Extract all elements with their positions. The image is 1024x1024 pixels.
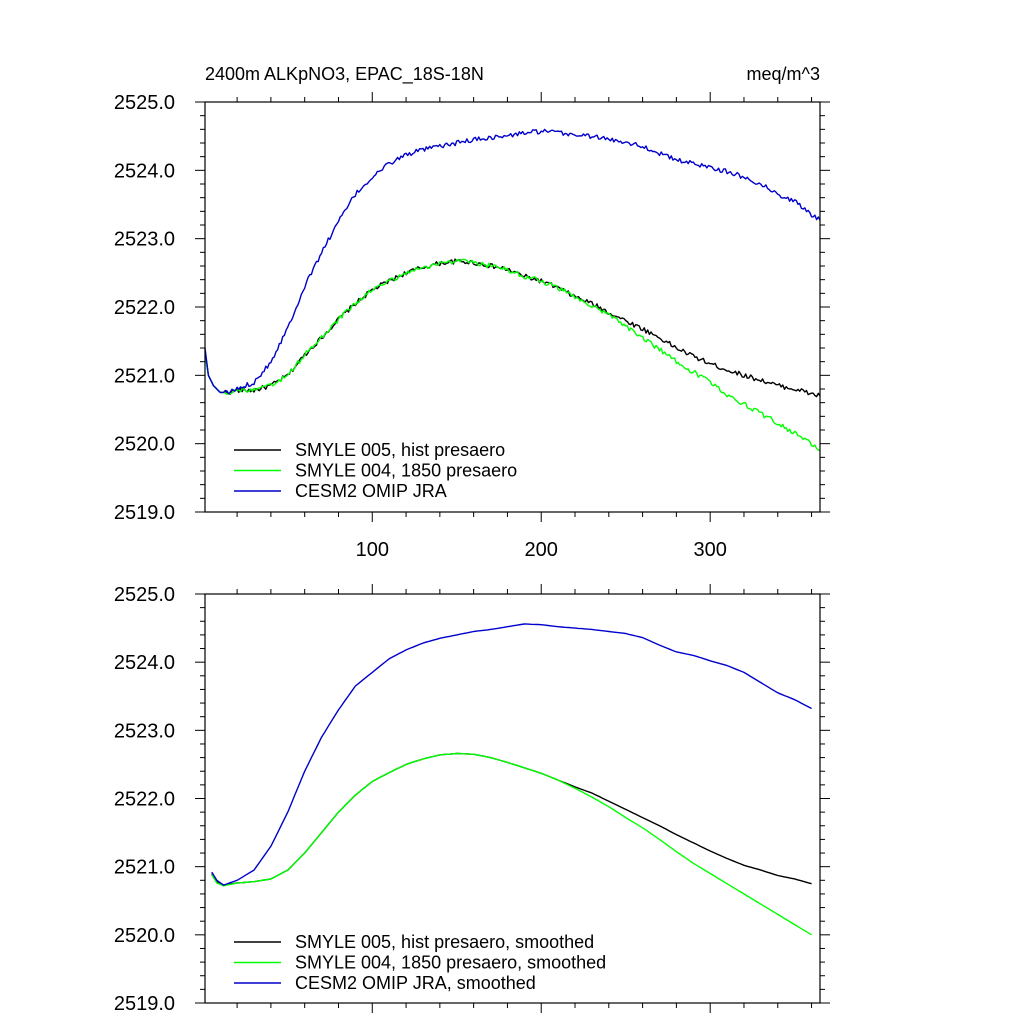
y-tick-label: 2524.0 (114, 160, 175, 182)
y-tick-label: 2522.0 (114, 789, 175, 811)
legend-label-1: SMYLE 005, hist presaero (295, 440, 505, 460)
y-tick-label: 2525.0 (114, 584, 175, 606)
x-tick-label: 200 (525, 539, 558, 561)
y-tick-label: 2520.0 (114, 925, 175, 947)
y-tick-label: 2519.0 (114, 993, 175, 1015)
y-tick-label: 2525.0 (114, 92, 175, 114)
y-tick-label: 2521.0 (114, 365, 175, 387)
bottom-plot-panel: 2519.0 2520.0 2521.0 2522.0 2523.0 2524.0 2525… (114, 584, 830, 1015)
series-line-1 (211, 752, 812, 886)
y-tick-label: 2519.0 (114, 502, 175, 524)
series-line-1 (204, 258, 821, 398)
legend: SMYLE 005, hist presaero, smoothedSMYLE … (234, 932, 606, 993)
legend-label-3: CESM2 OMIP JRA, smoothed (295, 973, 536, 993)
x-tick-label: 300 (693, 539, 726, 561)
series-line-3 (204, 128, 821, 395)
legend-label-3: CESM2 OMIP JRA (295, 481, 447, 501)
series-line-2 (211, 752, 812, 936)
legend-label-1: SMYLE 005, hist presaero, smoothed (295, 932, 594, 952)
series-line-2 (204, 258, 821, 452)
y-tick-label: 2524.0 (114, 652, 175, 674)
y-tick-label: 2523.0 (114, 720, 175, 742)
y-tick-label: 2523.0 (114, 229, 175, 251)
chart-title: 2400m ALKpNO3, EPAC_18S-18N (205, 64, 484, 85)
y-tick-label: 2521.0 (114, 857, 175, 879)
top-plot-panel: 2400m ALKpNO3, EPAC_18S-18N meq/m^3 2519.0… (114, 64, 830, 561)
units-label: meq/m^3 (747, 64, 820, 84)
x-tick-label: 100 (356, 539, 389, 561)
legend-label-2: SMYLE 004, 1850 presaero (295, 461, 517, 481)
legend-label-2: SMYLE 004, 1850 presaero, smoothed (295, 953, 606, 973)
y-tick-label: 2520.0 (114, 434, 175, 456)
y-tick-label: 2522.0 (114, 297, 175, 319)
series-line-3 (211, 623, 812, 886)
